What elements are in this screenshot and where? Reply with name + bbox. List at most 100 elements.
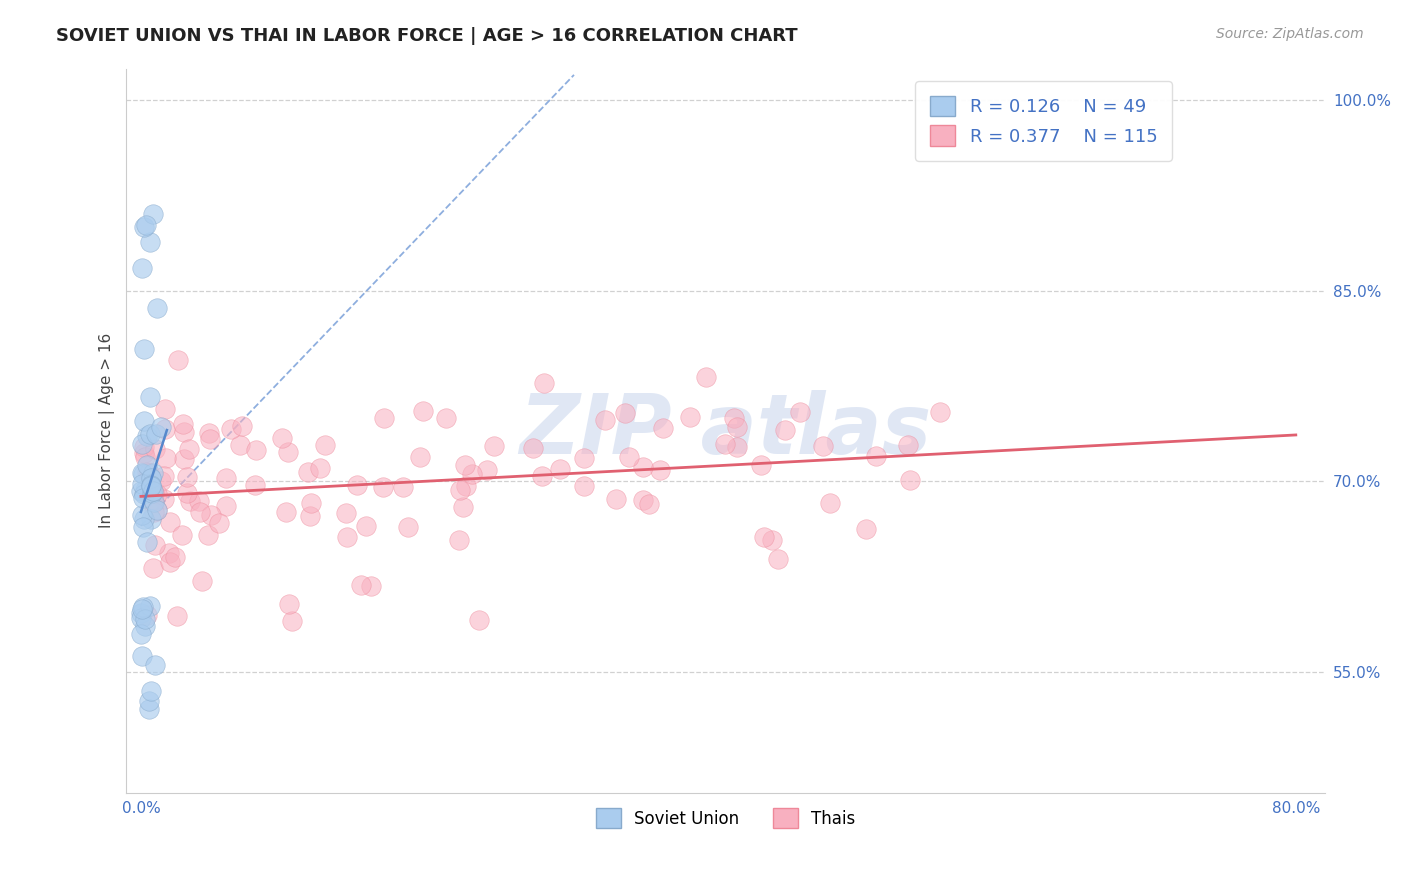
Point <box>356 519 378 533</box>
Point <box>723 411 745 425</box>
Point <box>129 484 152 499</box>
Point <box>143 486 166 500</box>
Point <box>143 495 166 509</box>
Point <box>725 419 748 434</box>
Point <box>276 505 298 519</box>
Point <box>145 503 167 517</box>
Point <box>208 516 231 531</box>
Point <box>131 260 153 275</box>
Point <box>619 450 641 464</box>
Point <box>129 610 152 624</box>
Point <box>314 438 336 452</box>
Point <box>159 516 181 530</box>
Point <box>215 471 238 485</box>
Point <box>132 220 155 235</box>
Point <box>176 470 198 484</box>
Point <box>789 405 811 419</box>
Point <box>141 486 163 500</box>
Point <box>138 702 160 716</box>
Point <box>132 467 155 481</box>
Point <box>142 505 165 519</box>
Point <box>131 436 153 450</box>
Point <box>409 450 432 464</box>
Point <box>713 437 735 451</box>
Point <box>143 537 166 551</box>
Point <box>139 684 162 698</box>
Point <box>176 486 198 500</box>
Point <box>132 520 155 534</box>
Point <box>467 613 489 627</box>
Point <box>136 535 159 549</box>
Point <box>142 467 165 481</box>
Point <box>139 477 162 491</box>
Point <box>245 442 267 457</box>
Point <box>299 496 322 510</box>
Point <box>475 463 498 477</box>
Point <box>350 578 373 592</box>
Point <box>188 505 211 519</box>
Point <box>652 421 675 435</box>
Point <box>155 450 177 465</box>
Point <box>134 450 156 465</box>
Point <box>131 477 153 491</box>
Point <box>454 479 477 493</box>
Point <box>141 493 163 508</box>
Point <box>928 404 950 418</box>
Point <box>131 602 153 616</box>
Point <box>146 301 169 316</box>
Point <box>134 612 156 626</box>
Point <box>650 463 672 477</box>
Point <box>637 497 659 511</box>
Point <box>134 619 156 633</box>
Point <box>131 648 153 663</box>
Point <box>142 207 165 221</box>
Point <box>522 441 544 455</box>
Point <box>139 471 162 485</box>
Point <box>132 440 155 454</box>
Point <box>153 422 176 436</box>
Point <box>173 452 195 467</box>
Point <box>135 218 157 232</box>
Point <box>179 494 201 508</box>
Point <box>766 551 789 566</box>
Point <box>243 477 266 491</box>
Point <box>391 480 413 494</box>
Point <box>135 608 157 623</box>
Point <box>173 425 195 439</box>
Point <box>373 410 395 425</box>
Point <box>142 561 165 575</box>
Point <box>129 607 152 621</box>
Point <box>631 459 654 474</box>
Point <box>132 512 155 526</box>
Text: SOVIET UNION VS THAI IN LABOR FORCE | AGE > 16 CORRELATION CHART: SOVIET UNION VS THAI IN LABOR FORCE | AG… <box>56 27 797 45</box>
Point <box>132 599 155 614</box>
Point <box>725 440 748 454</box>
Point <box>146 487 169 501</box>
Point <box>695 370 717 384</box>
Point <box>278 597 301 611</box>
Point <box>139 390 162 404</box>
Point <box>593 413 616 427</box>
Point <box>572 479 595 493</box>
Point <box>454 458 477 472</box>
Point <box>131 466 153 480</box>
Point <box>136 458 159 473</box>
Point <box>139 512 162 526</box>
Point <box>146 502 169 516</box>
Point <box>200 508 222 522</box>
Point <box>150 474 173 488</box>
Point <box>139 471 162 485</box>
Point <box>897 437 920 451</box>
Point <box>139 426 162 441</box>
Point <box>451 500 474 515</box>
Point <box>219 422 242 436</box>
Point <box>434 410 457 425</box>
Point <box>761 533 783 547</box>
Point <box>188 494 211 508</box>
Point <box>149 420 172 434</box>
Point <box>229 438 252 452</box>
Point <box>335 507 357 521</box>
Point <box>172 417 194 432</box>
Point <box>153 469 176 483</box>
Point <box>855 522 877 536</box>
